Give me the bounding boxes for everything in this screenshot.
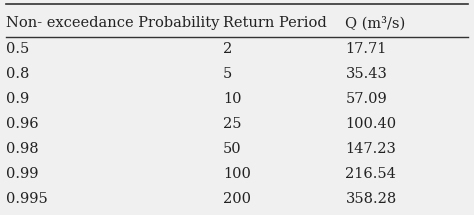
Text: Return Period: Return Period: [223, 16, 327, 30]
Text: 147.23: 147.23: [346, 142, 396, 156]
Text: 0.98: 0.98: [6, 142, 39, 156]
Text: 10: 10: [223, 92, 241, 106]
Text: Q (m³/s): Q (m³/s): [346, 16, 406, 31]
Text: 57.09: 57.09: [346, 92, 387, 106]
Text: 50: 50: [223, 142, 241, 156]
Text: Non- exceedance Probability: Non- exceedance Probability: [6, 16, 219, 30]
Text: 100.40: 100.40: [346, 117, 397, 131]
Text: 0.995: 0.995: [6, 192, 48, 206]
Text: 0.99: 0.99: [6, 167, 38, 181]
Text: 200: 200: [223, 192, 251, 206]
Text: 2: 2: [223, 42, 232, 56]
Text: 358.28: 358.28: [346, 192, 397, 206]
Text: 100: 100: [223, 167, 251, 181]
Text: 0.5: 0.5: [6, 42, 29, 56]
Text: 0.8: 0.8: [6, 67, 29, 81]
Text: 0.96: 0.96: [6, 117, 39, 131]
Text: 17.71: 17.71: [346, 42, 387, 56]
Text: 5: 5: [223, 67, 232, 81]
Text: 216.54: 216.54: [346, 167, 396, 181]
Text: 25: 25: [223, 117, 241, 131]
Text: 35.43: 35.43: [346, 67, 387, 81]
Text: 0.9: 0.9: [6, 92, 29, 106]
